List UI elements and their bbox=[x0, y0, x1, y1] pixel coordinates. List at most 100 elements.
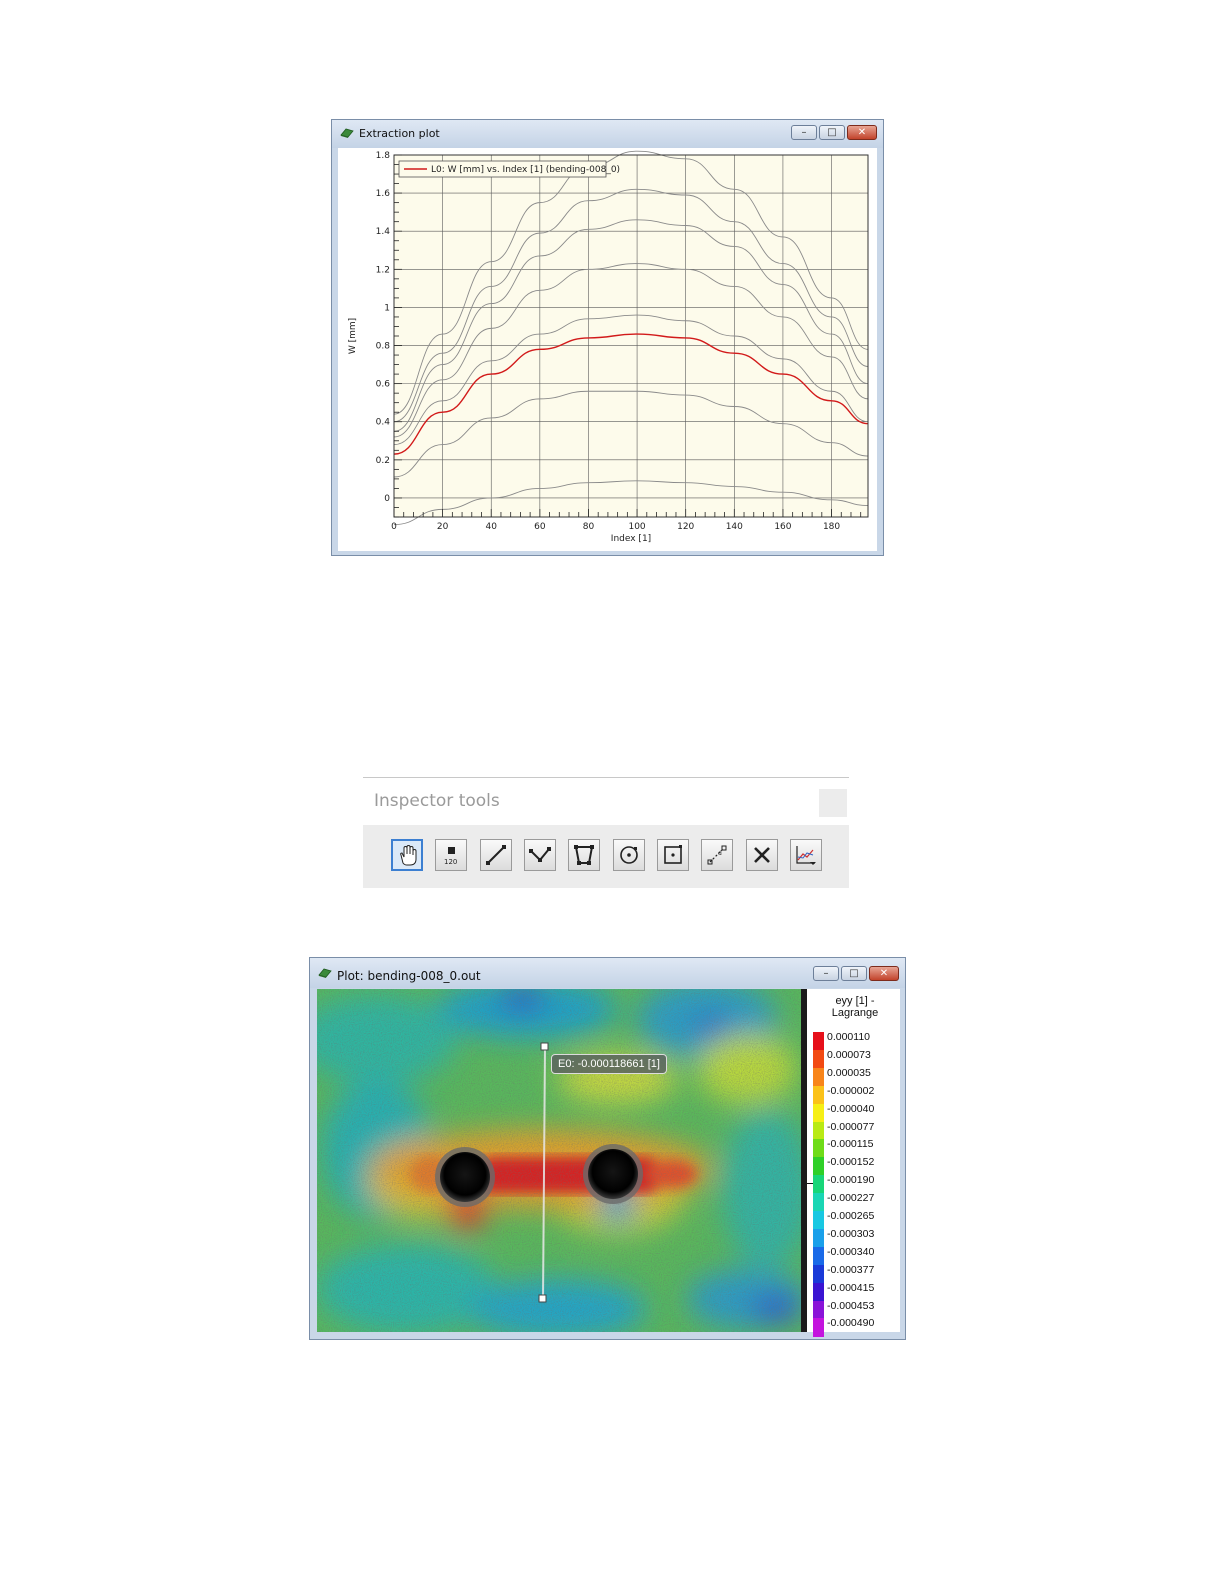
tool-button-polygon[interactable] bbox=[568, 839, 600, 871]
speckle-pattern bbox=[317, 989, 807, 1332]
series-line-4[interactable] bbox=[393, 314, 869, 446]
legend-swatch bbox=[813, 1085, 824, 1105]
legend-swatch bbox=[813, 1193, 824, 1212]
x-tick-label: 60 bbox=[534, 522, 546, 532]
line-handle-bottom[interactable] bbox=[538, 1294, 547, 1303]
plot-area bbox=[394, 155, 868, 517]
legend-swatch bbox=[813, 1211, 824, 1230]
plot-titlebar[interactable]: Plot: bending-008_0.out – □ ✕ bbox=[310, 958, 905, 988]
legend-swatch bbox=[813, 1103, 824, 1122]
legend-value: -0.000002 bbox=[827, 1084, 875, 1097]
tool-button-rectangle[interactable] bbox=[657, 839, 689, 871]
minimize-button[interactable]: – bbox=[813, 966, 839, 981]
plot-extract-icon bbox=[796, 846, 816, 865]
minimize-icon: – bbox=[801, 127, 807, 138]
legend-swatch bbox=[813, 1282, 824, 1301]
tool-button-line[interactable] bbox=[480, 839, 512, 871]
legend-value: -0.000303 bbox=[827, 1227, 875, 1240]
y-tick-label: 0.6 bbox=[376, 380, 391, 390]
legend-value: 0.000073 bbox=[827, 1048, 871, 1061]
line-icon bbox=[486, 845, 506, 865]
legend-value: -0.000415 bbox=[827, 1281, 875, 1294]
legend-swatch bbox=[813, 1300, 824, 1319]
panel-divider bbox=[363, 777, 849, 778]
legend-value: -0.000040 bbox=[827, 1102, 875, 1115]
maximize-icon: □ bbox=[827, 127, 837, 138]
x-tick-label: 180 bbox=[823, 522, 840, 532]
legend-swatch bbox=[813, 1175, 824, 1194]
strain-contour-map[interactable] bbox=[317, 989, 807, 1332]
legend-swatch bbox=[813, 1049, 824, 1069]
legend-title: eyy [1] - Lagrange bbox=[831, 995, 879, 1019]
legend-swatch bbox=[813, 1139, 824, 1158]
tool-button-delete[interactable] bbox=[746, 839, 778, 871]
x-tick-label: 20 bbox=[437, 522, 449, 532]
y-tick-label: 0.4 bbox=[376, 418, 391, 428]
legend-value: -0.000377 bbox=[827, 1263, 875, 1276]
close-icon: ✕ bbox=[879, 968, 889, 979]
plot-client: E0: -0.000118661 [1] eyy [1] - Lagrange … bbox=[317, 989, 900, 1337]
panel-collapse-button[interactable] bbox=[819, 789, 847, 817]
tool-button-distance[interactable]: d bbox=[701, 839, 733, 871]
series-line-7[interactable] bbox=[393, 480, 869, 526]
line-handle-top[interactable] bbox=[540, 1042, 549, 1051]
app-icon bbox=[318, 968, 332, 978]
legend-value: 0.000035 bbox=[827, 1066, 871, 1079]
tool-button-hand[interactable] bbox=[391, 839, 423, 871]
y-tick-label: 1.6 bbox=[376, 189, 391, 199]
legend-value: -0.000077 bbox=[827, 1120, 875, 1133]
inspector-line[interactable] bbox=[542, 1046, 546, 1300]
maximize-button[interactable]: □ bbox=[819, 125, 845, 140]
minimize-icon: – bbox=[823, 968, 829, 979]
circle-icon bbox=[620, 846, 638, 864]
legend-value: -0.000190 bbox=[827, 1174, 875, 1187]
x-tick-label: 100 bbox=[628, 522, 645, 532]
inspector-tools-panel: Inspector tools 120 d bbox=[363, 777, 849, 888]
distance-icon: d bbox=[707, 845, 727, 865]
legend-swatch bbox=[813, 1157, 824, 1176]
polygon-icon bbox=[574, 845, 594, 865]
maximize-icon: □ bbox=[849, 968, 859, 979]
close-button[interactable]: ✕ bbox=[847, 125, 877, 140]
app-icon bbox=[340, 128, 354, 138]
x-tick-label: 80 bbox=[583, 522, 595, 532]
legend-value: -0.000490 bbox=[827, 1317, 875, 1330]
y-axis-label: W [mm] bbox=[348, 318, 358, 354]
y-tick-label: 1 bbox=[384, 303, 390, 313]
legend-swatch bbox=[813, 1246, 824, 1266]
svg-text:d: d bbox=[718, 850, 722, 857]
hole-right bbox=[588, 1149, 638, 1199]
series-line-3[interactable] bbox=[393, 263, 869, 438]
inspector-title: Inspector tools bbox=[374, 791, 500, 811]
extraction-plot-titlebar[interactable]: Extraction plot – □ ✕ bbox=[332, 120, 883, 148]
point-inspector-icon: 120 bbox=[444, 847, 457, 866]
close-button[interactable]: ✕ bbox=[869, 966, 899, 981]
minimize-button[interactable]: – bbox=[791, 125, 817, 140]
tool-button-circle[interactable] bbox=[613, 839, 645, 871]
y-tick-label: 1.2 bbox=[376, 265, 390, 275]
series-line-6[interactable] bbox=[393, 390, 869, 478]
series-line-2[interactable] bbox=[393, 219, 869, 432]
plot-window: Plot: bending-008_0.out – □ ✕ bbox=[309, 957, 906, 1340]
tool-button-point-inspector[interactable]: 120 bbox=[435, 839, 467, 871]
legend-swatch bbox=[813, 1067, 824, 1087]
legend-swatch bbox=[813, 1228, 824, 1248]
polyline-icon bbox=[529, 847, 551, 862]
svg-text:120: 120 bbox=[444, 858, 457, 866]
legend-swatch bbox=[813, 1264, 824, 1284]
x-axis-label: Index [1] bbox=[611, 534, 651, 544]
legend-marker bbox=[807, 1183, 813, 1185]
close-icon: ✕ bbox=[857, 127, 867, 138]
series-line-0[interactable] bbox=[393, 150, 869, 415]
x-tick-label: 40 bbox=[486, 522, 498, 532]
tool-button-plot-extract[interactable] bbox=[790, 839, 822, 871]
tool-button-polyline[interactable] bbox=[524, 839, 556, 871]
legend-swatch bbox=[813, 1032, 824, 1051]
series-line-L0[interactable] bbox=[393, 333, 869, 455]
legend-value: -0.000115 bbox=[827, 1138, 874, 1151]
series-line-1[interactable] bbox=[393, 188, 869, 423]
window-title: Extraction plot bbox=[359, 127, 440, 140]
extraction-chart[interactable]: 0 20 40 60 80 100 120 140 160 180 0 0.2 0.4 0.6 0.8 1 1.… bbox=[338, 148, 877, 551]
maximize-button[interactable]: □ bbox=[841, 966, 867, 981]
y-tick-label: 1.4 bbox=[376, 227, 391, 237]
